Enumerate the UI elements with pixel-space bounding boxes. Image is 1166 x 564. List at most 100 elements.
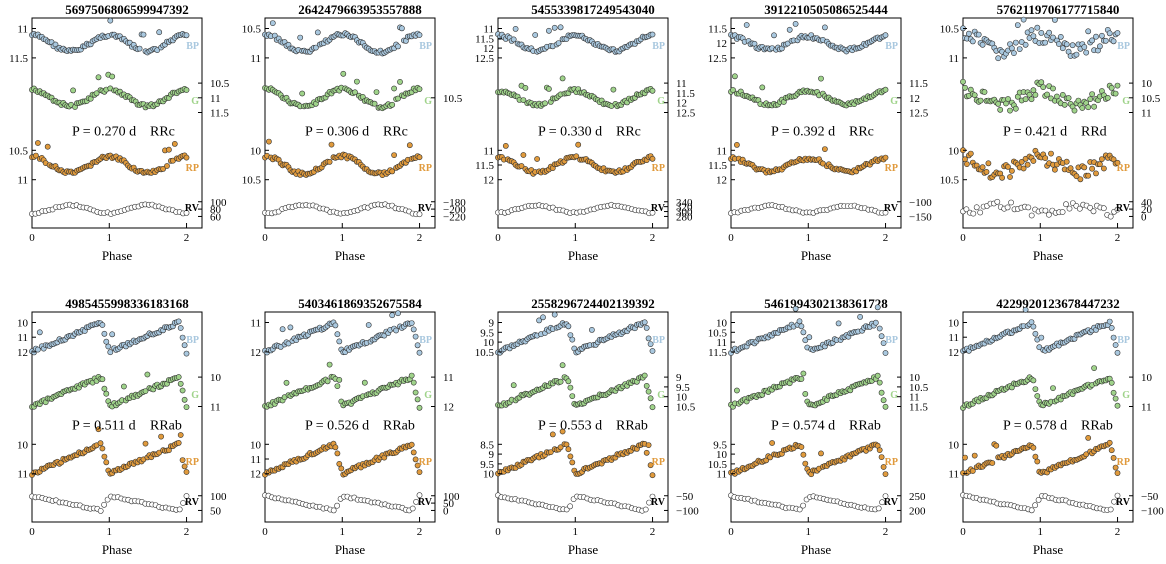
series-G: G 10 10.5 11 [960, 78, 1161, 120]
data-point-RV [1032, 502, 1038, 509]
data-point-BP [1110, 38, 1117, 45]
panel-5: 4985455998336183168BP101112G1011RP1011RV… [17, 296, 227, 557]
data-point-RP [1108, 447, 1115, 454]
data-point-RP [967, 150, 974, 157]
right-tick-label: 12 [443, 402, 454, 414]
panel-title: 5697506806599947392 [65, 2, 189, 17]
data-point-BP [395, 310, 401, 317]
data-point-G [818, 75, 824, 82]
data-point-BP [99, 322, 106, 328]
left-tick-label: 11.5 [9, 53, 28, 65]
class-label: RRab [383, 419, 415, 434]
band-label-BP: BP [186, 335, 199, 346]
data-point-RV [1004, 204, 1011, 211]
x-tick-label: 2 [883, 232, 889, 244]
left-tick-label: 11.5 [475, 33, 494, 45]
series-RV: RV 250 200 [728, 491, 926, 517]
data-point-BP [1089, 37, 1095, 44]
data-point-RP [800, 451, 807, 458]
x-tick-label: 0 [495, 526, 501, 538]
data-point-RV [1114, 206, 1121, 213]
data-point-RP [1110, 454, 1117, 461]
data-point-G [1034, 393, 1041, 399]
data-point-BP [408, 320, 415, 326]
data-point-RP [408, 441, 415, 448]
left-tick-label: 10.5 [242, 24, 262, 36]
period-label: P = 0.526 d [305, 419, 369, 434]
x-axis-label: Phase [1033, 248, 1064, 263]
right-tick-label: 11.5 [909, 402, 928, 414]
data-point-RP [1020, 165, 1027, 172]
data-point-RV [800, 502, 806, 509]
data-point-RP [1089, 165, 1095, 172]
data-point-G [1061, 101, 1068, 108]
data-point-BP [416, 32, 423, 38]
data-point-G [647, 395, 654, 402]
data-point-BP [1057, 34, 1064, 40]
data-point-RP [328, 141, 335, 148]
right-tick-label: 11 [1141, 402, 1152, 414]
band-label-RP: RP [186, 163, 199, 174]
left-tick-label: 10 [17, 318, 29, 330]
data-point-G [324, 378, 331, 385]
data-point-RP [971, 452, 978, 459]
data-point-G [802, 390, 809, 397]
data-point-G [1032, 92, 1039, 98]
data-point-BP [269, 20, 276, 26]
data-point-RV [176, 506, 183, 513]
data-point-RP [183, 469, 190, 475]
left-tick-label: 10 [483, 469, 495, 481]
data-point-G [649, 404, 656, 411]
data-point-BP [1011, 50, 1017, 56]
band-label-RV: RV [884, 203, 899, 214]
data-point-BP [412, 333, 419, 340]
data-point-BP [876, 325, 883, 332]
band-label-BP: BP [1117, 335, 1130, 346]
panel-7: 2558296724402139392BP99.51010.5G99.51010… [475, 296, 699, 557]
data-point-BP [101, 330, 108, 337]
panel-frame [31, 311, 203, 523]
data-point-G [882, 86, 889, 93]
panel-4: 5762119706177715840BP10.511G1010.511RP10… [940, 2, 1161, 263]
data-point-BP [882, 350, 889, 356]
data-point-BP [1042, 39, 1049, 46]
data-point-BP [365, 322, 372, 328]
series-G: G 11 12 [262, 361, 454, 414]
data-point-RV [567, 503, 573, 510]
band-label-RP: RP [885, 163, 898, 174]
period-label: P = 0.578 d [1003, 419, 1067, 434]
left-tick-label: 10.5 [475, 347, 495, 359]
data-point-RP [645, 442, 652, 448]
series-RV: RV −100 −150 [728, 197, 932, 223]
data-point-RP [983, 168, 990, 175]
data-point-G [1040, 84, 1047, 90]
data-point-BP [551, 24, 558, 31]
right-tick-label: 340 [676, 197, 693, 209]
data-point-BP [389, 312, 396, 319]
data-point-G [391, 85, 397, 92]
data-point-G [730, 87, 736, 93]
data-point-G [1071, 107, 1078, 114]
right-tick-label: 200 [909, 505, 926, 517]
class-label: RRab [616, 419, 648, 434]
data-point-RV [1063, 201, 1069, 208]
band-label-RV: RV [418, 497, 433, 508]
data-point-BP [156, 29, 163, 36]
right-tick-label: −220 [443, 211, 466, 223]
period-label: P = 0.306 d [305, 125, 369, 140]
data-point-RV [1100, 205, 1107, 212]
data-point-RV [1046, 211, 1052, 218]
data-point-BP [1034, 24, 1041, 31]
data-point-BP [872, 319, 879, 326]
data-point-RP [1101, 165, 1107, 172]
x-axis-label: Phase [568, 248, 599, 263]
period-label: P = 0.421 d [1003, 125, 1067, 140]
data-point-G [559, 362, 566, 369]
data-point-RP [332, 444, 339, 451]
data-point-BP [979, 41, 986, 48]
data-point-G [520, 97, 527, 103]
